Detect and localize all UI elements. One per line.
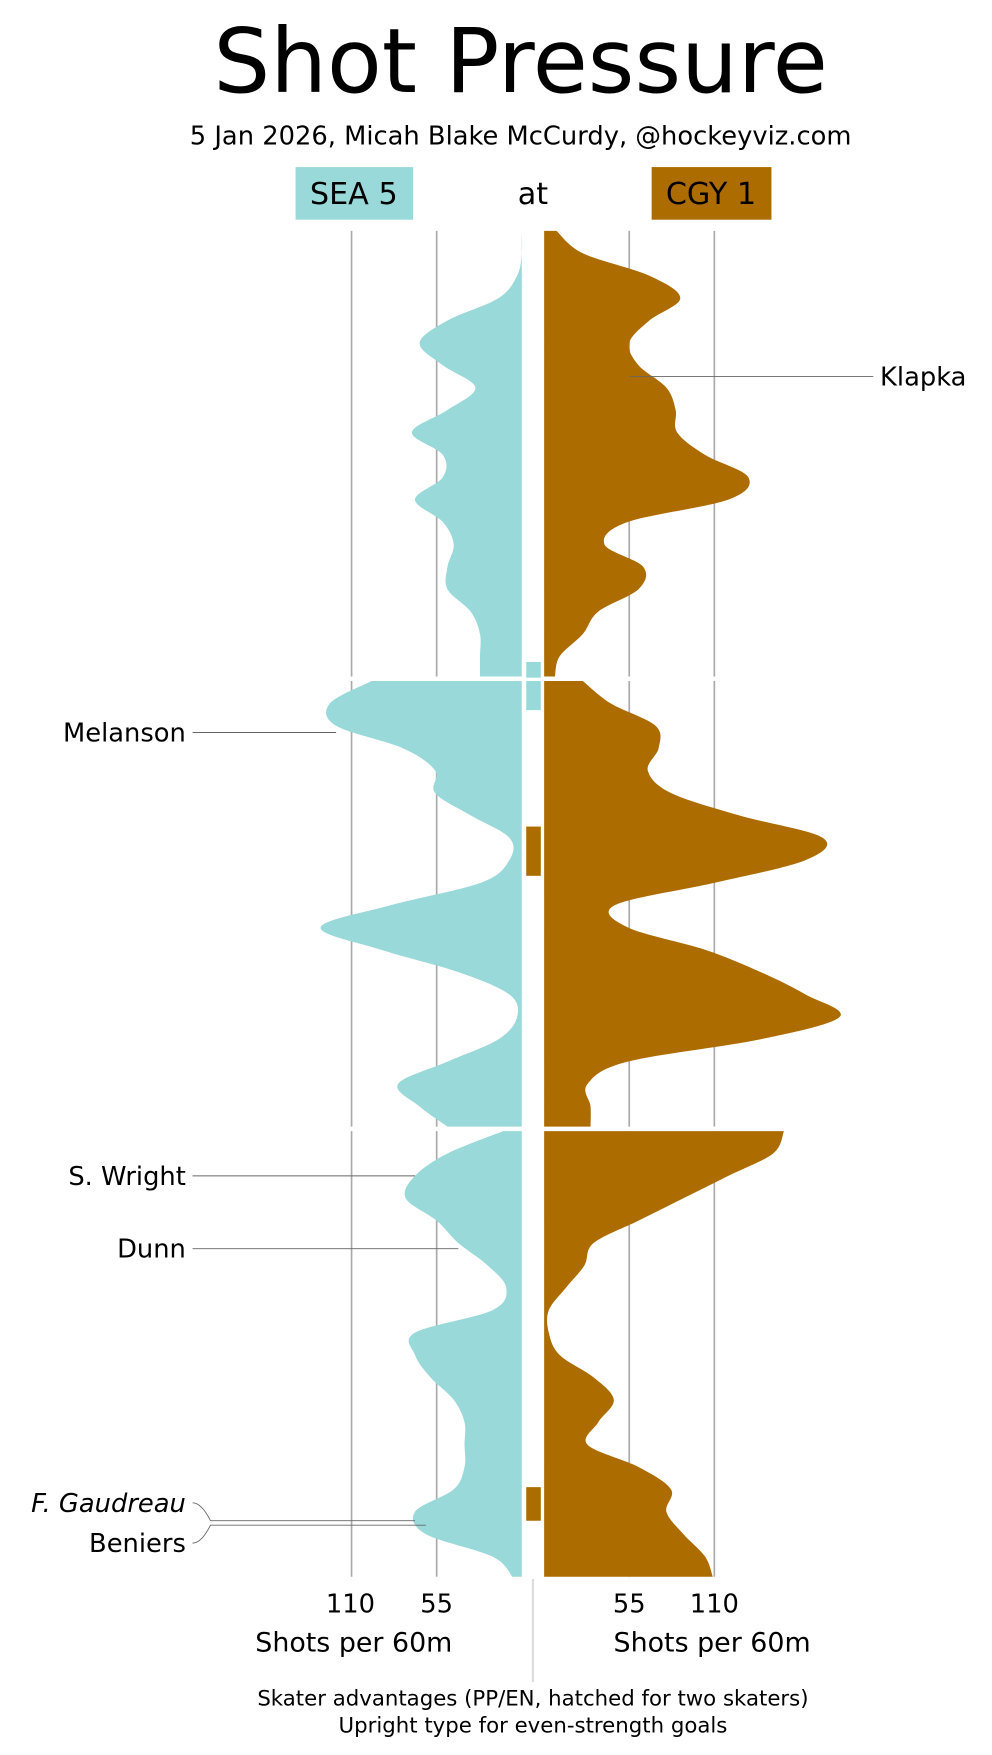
away-shot-area-period-1 — [411, 230, 523, 677]
skater-advantage-bars — [526, 661, 541, 1521]
tick-right-110: 110 — [690, 1590, 739, 1620]
goal-labels: Klapka Melanson S. Wright Dunn F. Gaudreau Be… — [31, 362, 966, 1559]
skater-advantage-bar-3 — [526, 826, 541, 876]
goal-label-2: Melanson — [63, 718, 186, 748]
away-shot-area-period-3 — [404, 1131, 522, 1577]
goal-label-3: S. Wright — [68, 1162, 186, 1192]
home-shot-area-period-1 — [544, 230, 750, 677]
footer-line-2: Upright type for even-strength goals — [339, 1713, 728, 1738]
goal-label-1: Klapka — [880, 362, 966, 392]
shot-areas — [320, 230, 841, 1577]
skater-advantage-bar-2 — [526, 681, 541, 711]
connector-at: at — [518, 177, 549, 212]
home-shot-area-period-2 — [544, 681, 841, 1127]
home-team-label: CGY 1 — [666, 177, 756, 212]
chart-subtitle: 5 Jan 2026, Micah Blake McCurdy, @hockey… — [190, 122, 852, 152]
goal-leader-line-5 — [192, 1502, 415, 1522]
home-shot-area-period-3 — [544, 1131, 784, 1577]
tick-left-55: 55 — [420, 1590, 453, 1620]
home-team-badge — [651, 167, 772, 220]
goal-leader-line-6 — [192, 1524, 426, 1544]
away-shot-area-period-2 — [320, 681, 522, 1127]
away-team-label: SEA 5 — [310, 177, 398, 212]
goal-label-6: Beniers — [89, 1529, 186, 1559]
chart-title: Shot Pressure — [213, 10, 827, 114]
tick-right-55: 55 — [613, 1590, 646, 1620]
skater-advantage-bar-4 — [526, 1487, 541, 1521]
goal-label-5: F. Gaudreau — [31, 1489, 186, 1519]
away-team-badge — [295, 167, 414, 220]
skater-advantage-bar-1 — [526, 661, 541, 678]
x-axis-label-left: Shots per 60m — [255, 1628, 452, 1659]
footer-line-1: Skater advantages (PP/EN, hatched for tw… — [257, 1686, 808, 1711]
x-axis-label-right: Shots per 60m — [614, 1628, 811, 1659]
goal-label-4: Dunn — [117, 1235, 186, 1265]
tick-left-110: 110 — [326, 1590, 375, 1620]
